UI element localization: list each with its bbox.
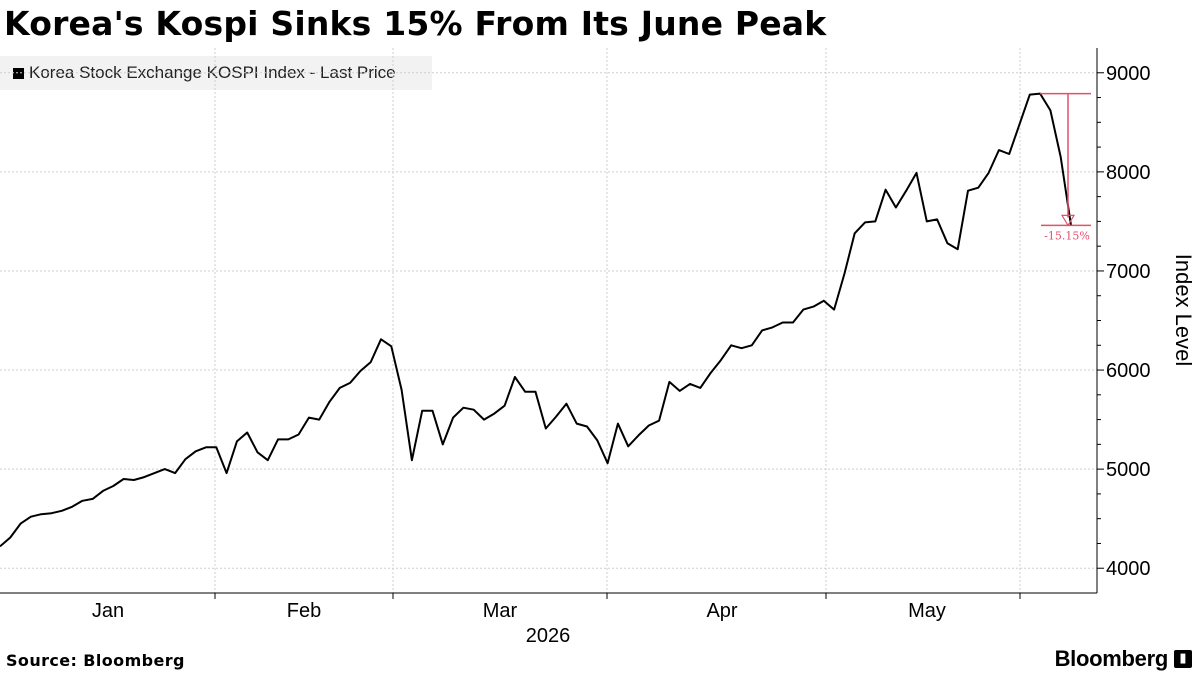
brand-logo: Bloomberg xyxy=(1054,646,1169,671)
x-tick-label: May xyxy=(908,600,946,622)
y-axis-title: Index Level xyxy=(1171,254,1196,367)
x-tick-label: Mar xyxy=(483,600,518,622)
y-tick-label: 5000 xyxy=(1106,459,1151,481)
series-line xyxy=(0,92,1072,548)
annotation-label: -15.15% xyxy=(1044,229,1090,242)
legend-swatch xyxy=(13,67,24,79)
x-tick-label: Feb xyxy=(287,600,321,622)
bloomberg-icon: ▮ xyxy=(1174,650,1192,668)
y-tick-label: 7000 xyxy=(1106,261,1151,283)
x-tick-label: Jan xyxy=(92,600,124,622)
chart-title: Korea's Kospi Sinks 15% From Its June Pe… xyxy=(4,4,827,43)
y-tick-label: 6000 xyxy=(1106,360,1151,382)
source-note: Source: Bloomberg xyxy=(6,651,185,670)
annotation-arrow-head xyxy=(1060,214,1076,227)
y-tick-label: 8000 xyxy=(1106,162,1151,184)
y-tick-label: 4000 xyxy=(1106,558,1151,580)
x-tick-label: Apr xyxy=(706,600,737,622)
y-tick-label: 9000 xyxy=(1106,63,1151,85)
x-axis-title: 2026 xyxy=(526,625,571,647)
